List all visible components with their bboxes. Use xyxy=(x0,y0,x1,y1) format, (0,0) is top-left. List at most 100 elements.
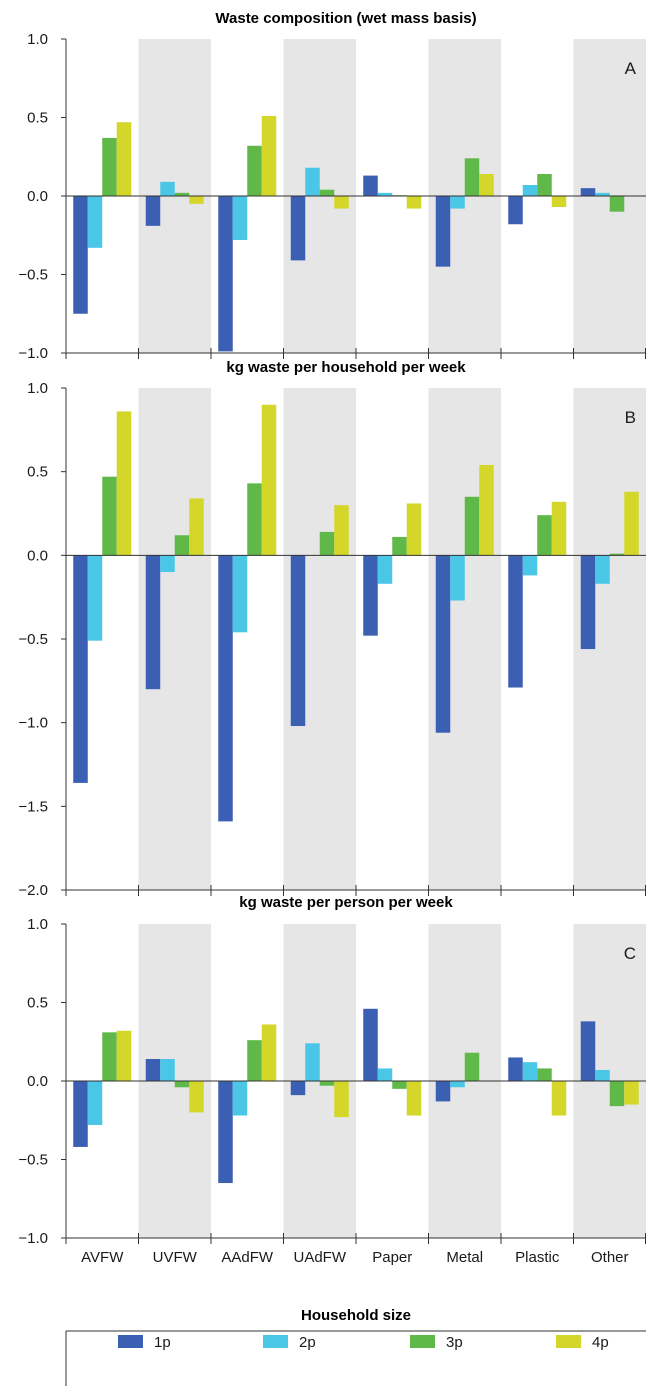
bar-3p-uadfw xyxy=(319,1081,335,1086)
bar-3p-metal xyxy=(464,1052,480,1081)
y-tick-label: −1.0 xyxy=(18,715,48,732)
legend-swatch-4p xyxy=(556,1335,581,1348)
panel-a: Waste composition (wet mass basis) A 1.0 0.… xyxy=(18,10,646,362)
bar-2p-aadfw xyxy=(232,555,248,633)
bar-2p-uvfw xyxy=(160,555,175,573)
bar-3p-avfw xyxy=(102,476,117,556)
y-tick-label: −1.0 xyxy=(18,1230,48,1247)
bar-2p-avfw xyxy=(87,555,103,641)
bar-3p-metal xyxy=(464,496,480,556)
bar-3p-other xyxy=(609,553,625,556)
bar-1p-metal xyxy=(435,555,451,733)
bar-3p-aadfw xyxy=(247,483,262,556)
bar-2p-uvfw xyxy=(160,181,175,196)
bar-1p-aadfw xyxy=(218,1081,233,1184)
y-tick-label: 0.0 xyxy=(27,547,48,564)
bar-1p-other xyxy=(580,555,596,650)
bar-2p-uadfw xyxy=(305,167,320,196)
bar-1p-other xyxy=(580,188,596,196)
bar-3p-other xyxy=(609,1081,625,1107)
bar-3p-metal xyxy=(464,158,480,196)
legend-label-3p: 3p xyxy=(446,1334,463,1351)
bar-4p-paper xyxy=(406,1081,422,1116)
bar-4p-uvfw xyxy=(189,498,204,556)
y-tick-label: −1.5 xyxy=(18,798,48,815)
bar-2p-avfw xyxy=(87,196,103,248)
bar-3p-uadfw xyxy=(319,531,335,556)
bar-2p-plastic xyxy=(522,1062,538,1081)
bar-4p-metal xyxy=(479,464,494,556)
x-tick-label-aadfw: AAdFW xyxy=(221,1249,274,1266)
panel-title: Waste composition (wet mass basis) xyxy=(215,10,476,27)
bar-4p-uvfw xyxy=(189,1081,204,1113)
legend-swatch-2p xyxy=(263,1335,288,1348)
bar-1p-other xyxy=(580,1021,596,1081)
bar-3p-plastic xyxy=(537,515,552,556)
bar-1p-paper xyxy=(363,555,378,636)
bar-2p-metal xyxy=(450,1081,465,1088)
y-tick-label: −0.5 xyxy=(18,1152,48,1169)
y-tick-label: 1.0 xyxy=(27,916,48,933)
bar-3p-uadfw xyxy=(319,189,335,196)
bar-2p-uvfw xyxy=(160,1059,175,1081)
bar-1p-uadfw xyxy=(290,196,306,261)
bar-4p-avfw xyxy=(116,1030,132,1081)
x-tick-label-other: Other xyxy=(591,1249,629,1266)
bar-1p-plastic xyxy=(508,196,523,225)
y-tick-label: 1.0 xyxy=(27,31,48,48)
bar-2p-metal xyxy=(450,196,465,209)
x-tick-label-uvfw: UVFW xyxy=(153,1249,198,1266)
x-tick-label-uadfw: UAdFW xyxy=(294,1249,347,1266)
bar-1p-metal xyxy=(435,1081,451,1102)
bar-1p-avfw xyxy=(73,196,88,314)
bar-2p-paper xyxy=(377,555,393,584)
bar-3p-avfw xyxy=(102,1032,117,1081)
bar-1p-aadfw xyxy=(218,555,233,822)
bar-3p-plastic xyxy=(537,174,552,196)
x-tick-label-metal: Metal xyxy=(446,1249,483,1266)
bar-2p-paper xyxy=(377,192,393,196)
bar-1p-avfw xyxy=(73,1081,88,1147)
panel-letter: C xyxy=(624,944,636,963)
y-tick-label: 0.5 xyxy=(27,995,48,1012)
bar-3p-other xyxy=(609,196,625,212)
bar-4p-avfw xyxy=(116,411,132,556)
bar-2p-avfw xyxy=(87,1081,103,1125)
bar-1p-uadfw xyxy=(290,555,306,727)
bar-4p-other xyxy=(624,491,639,556)
legend-label-1p: 1p xyxy=(154,1334,171,1351)
legend-swatch-1p xyxy=(118,1335,143,1348)
bar-4p-aadfw xyxy=(261,1024,277,1081)
bar-3p-avfw xyxy=(102,137,117,196)
legend-label-4p: 4p xyxy=(592,1334,609,1351)
bar-2p-other xyxy=(595,192,610,196)
bar-4p-metal xyxy=(479,174,494,196)
bar-3p-uvfw xyxy=(174,192,190,196)
bar-4p-plastic xyxy=(551,196,567,207)
y-tick-label: −1.0 xyxy=(18,345,48,362)
x-tick-label-avfw: AVFW xyxy=(81,1249,124,1266)
y-tick-label: 0.0 xyxy=(27,1073,48,1090)
panel-title: kg waste per household per week xyxy=(226,359,466,376)
bar-1p-uadfw xyxy=(290,1081,306,1096)
bar-4p-plastic xyxy=(551,501,567,556)
panel-b: kg waste per household per week B 1.0 0.5 0.… xyxy=(18,359,646,899)
bar-1p-uvfw xyxy=(145,196,161,226)
bar-4p-uadfw xyxy=(334,196,349,209)
bar-1p-uvfw xyxy=(145,555,161,690)
bar-3p-uvfw xyxy=(174,1081,190,1088)
panel-c: kg waste per person per week C 1.0 0.5 0.0 −0… xyxy=(18,894,646,1266)
bar-2p-other xyxy=(595,1070,610,1081)
y-tick-label: 1.0 xyxy=(27,380,48,397)
bar-3p-paper xyxy=(392,536,407,556)
x-tick-label-plastic: Plastic xyxy=(515,1249,560,1266)
y-tick-label: −0.5 xyxy=(18,631,48,648)
bar-2p-paper xyxy=(377,1068,393,1081)
bar-1p-aadfw xyxy=(218,196,233,352)
x-tick-label-paper: Paper xyxy=(372,1249,412,1266)
bar-3p-aadfw xyxy=(247,145,262,196)
bar-2p-aadfw xyxy=(232,196,248,240)
bar-4p-uadfw xyxy=(334,1081,349,1118)
panel-letter: B xyxy=(625,408,636,427)
